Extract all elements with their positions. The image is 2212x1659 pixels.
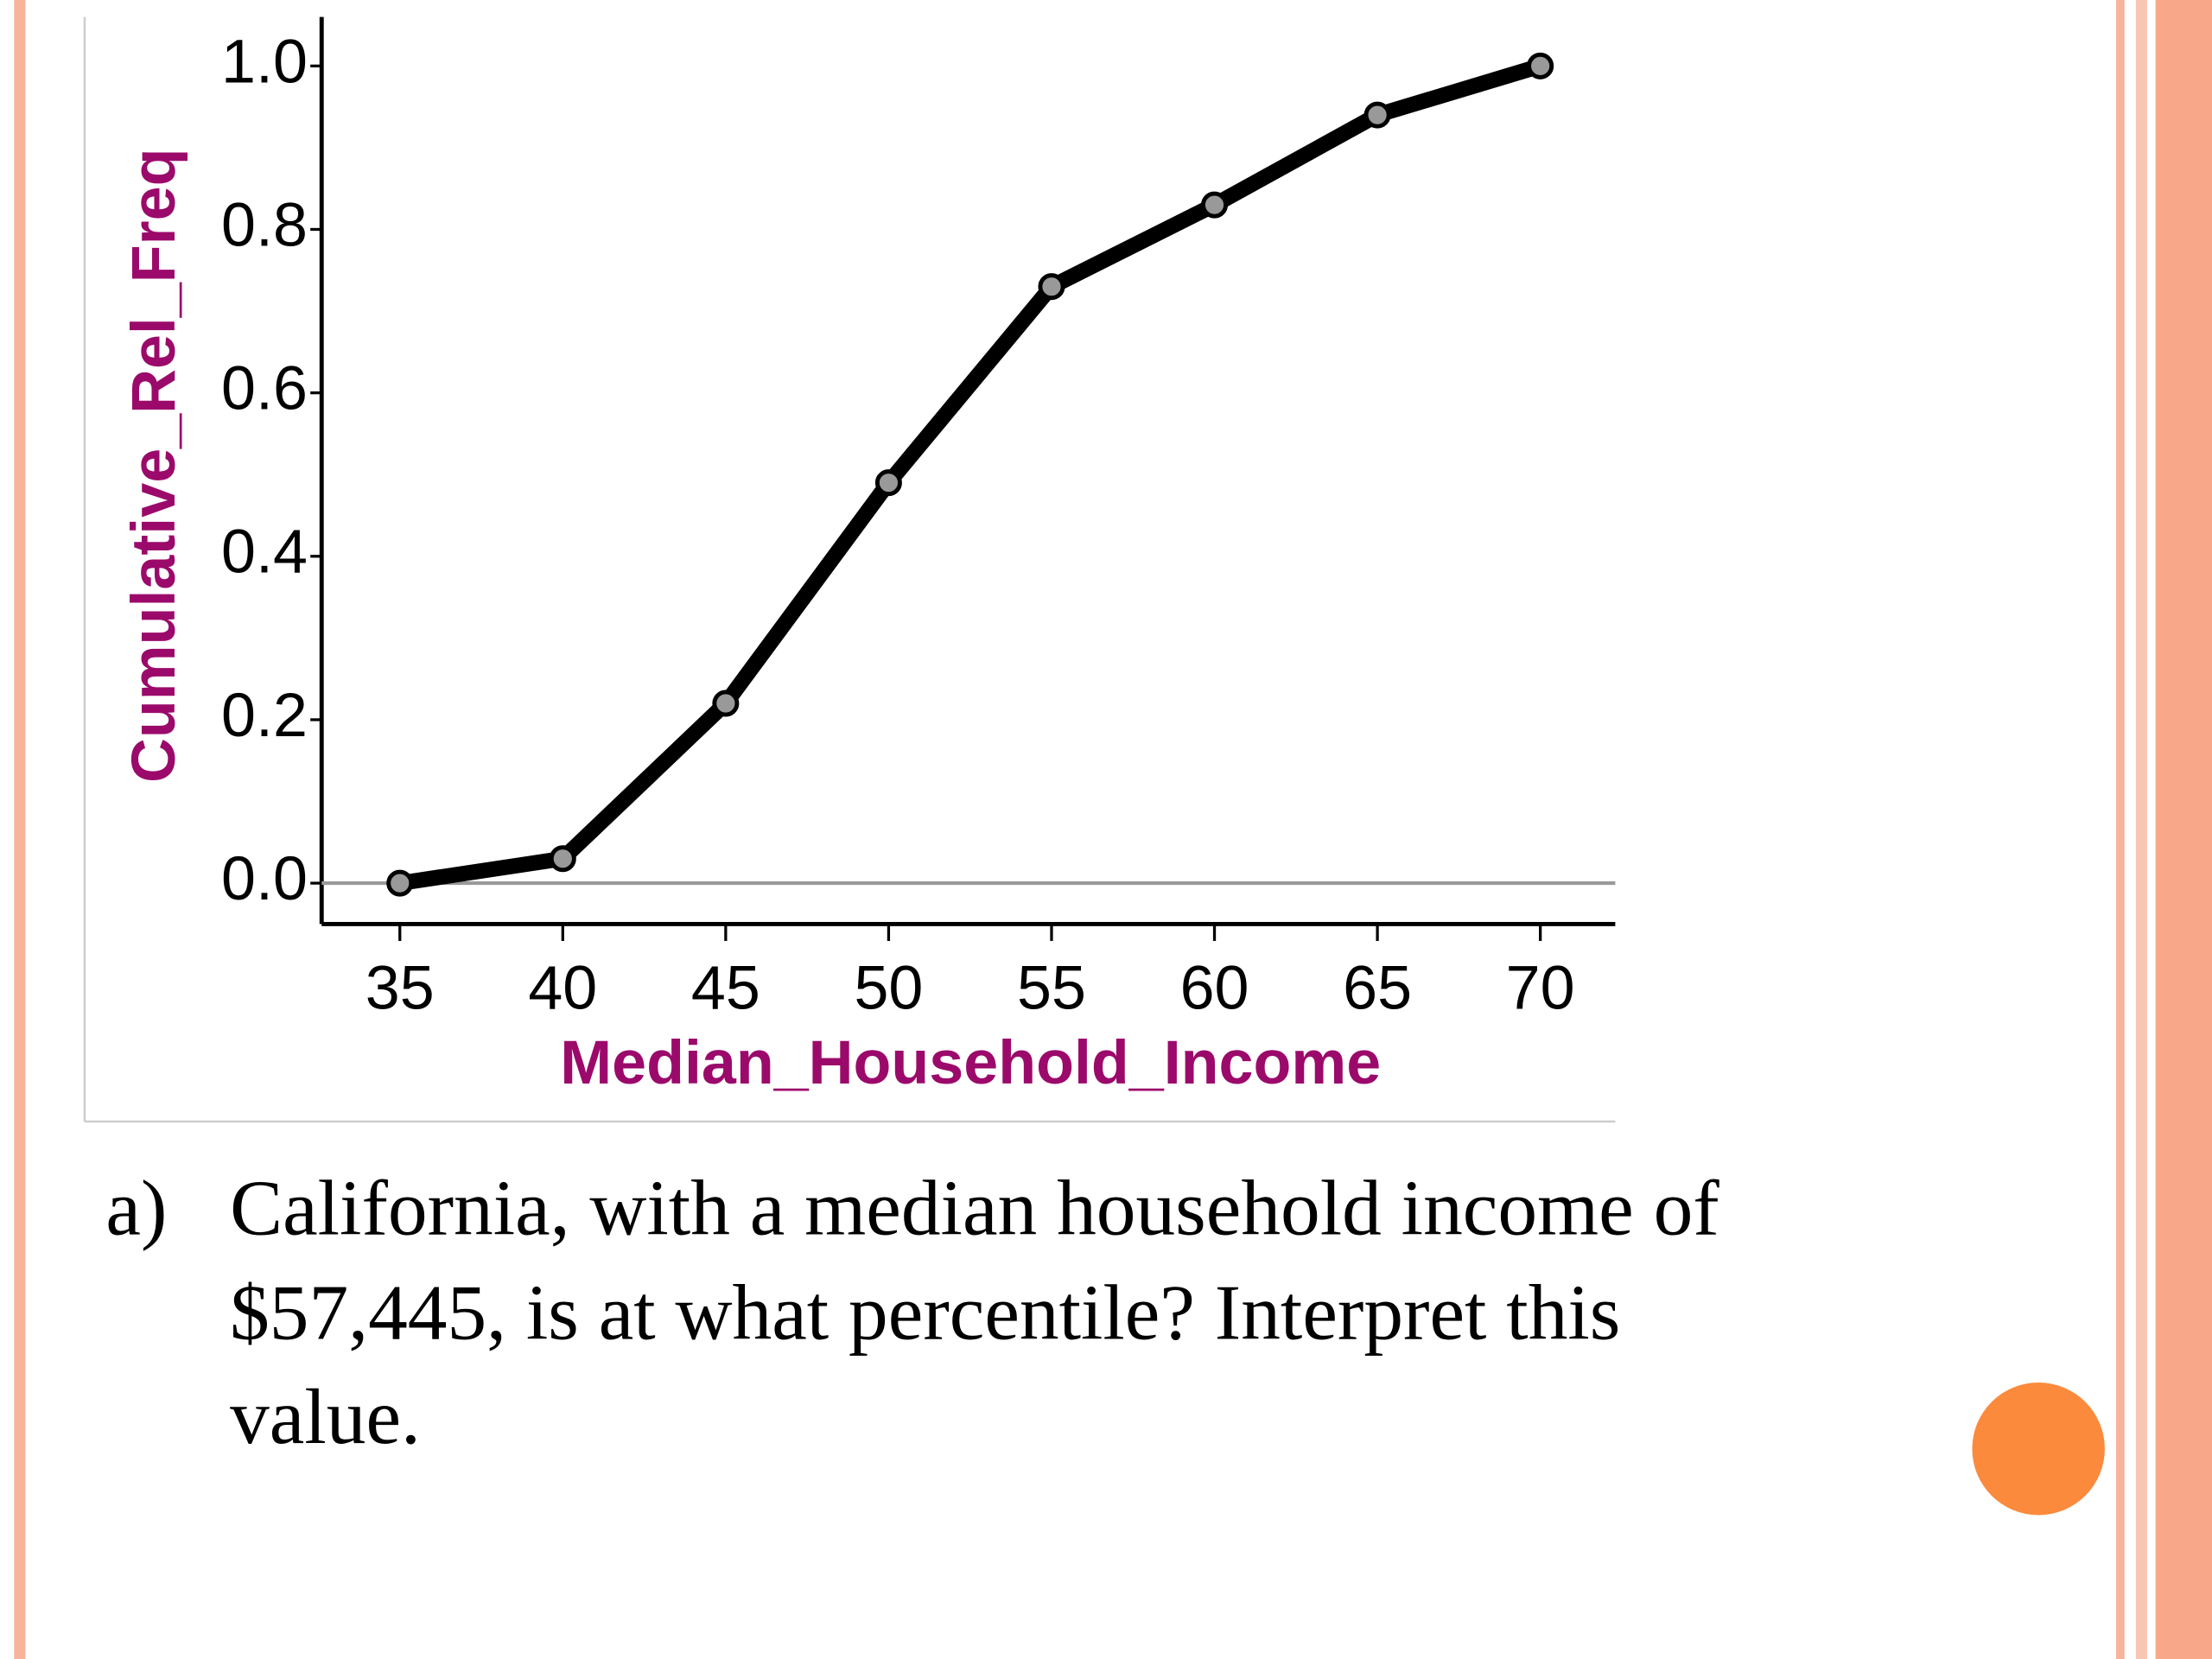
decor-circle	[1972, 1382, 2105, 1516]
question-line: California, with a median household inco…	[230, 1165, 1719, 1252]
point	[549, 845, 576, 873]
point	[1201, 191, 1229, 219]
left-stripe	[14, 0, 26, 1659]
question-line: $57,445, is at what percentile? Interpre…	[230, 1268, 1620, 1356]
series-line	[398, 58, 1543, 891]
x-tick-label: 40	[528, 953, 597, 1022]
right-stripe	[2115, 0, 2125, 1659]
question-line: value.	[230, 1373, 421, 1460]
x-tick-label: 50	[854, 953, 923, 1022]
point	[712, 690, 740, 717]
x-tick-label: 35	[365, 953, 435, 1022]
y-tick-label: 0.4	[221, 518, 308, 587]
right-stripe	[2135, 0, 2147, 1659]
point	[1038, 273, 1065, 301]
point	[1363, 101, 1391, 129]
x-axis-label: Median_Household_Income	[560, 1028, 1381, 1097]
point	[1527, 52, 1554, 79]
question-text: California, with a median household inco…	[230, 1165, 1719, 1461]
right-band	[2155, 0, 2212, 1659]
y-tick-label: 1.0	[221, 27, 308, 96]
x-tick-label: 65	[1343, 953, 1412, 1022]
point	[386, 869, 414, 897]
y-tick-label: 0.6	[221, 354, 308, 423]
y-axis-label: Cumulative_Rel_Freq	[119, 149, 188, 784]
point	[874, 469, 902, 497]
x-tick-label: 70	[1506, 953, 1575, 1022]
y-tick-label: 0.0	[221, 844, 308, 913]
x-tick-label: 60	[1180, 953, 1249, 1022]
x-tick-label: 55	[1017, 953, 1086, 1022]
plot: 0.0 0.2 0.4 0.6 0.8 1.0 35 40 45 50 55 60 65 70	[221, 27, 1616, 1022]
y-tick-label: 0.8	[221, 190, 308, 259]
x-tick-label: 45	[691, 953, 760, 1022]
question-marker: a)	[105, 1165, 167, 1252]
y-tick-label: 0.2	[221, 681, 308, 750]
